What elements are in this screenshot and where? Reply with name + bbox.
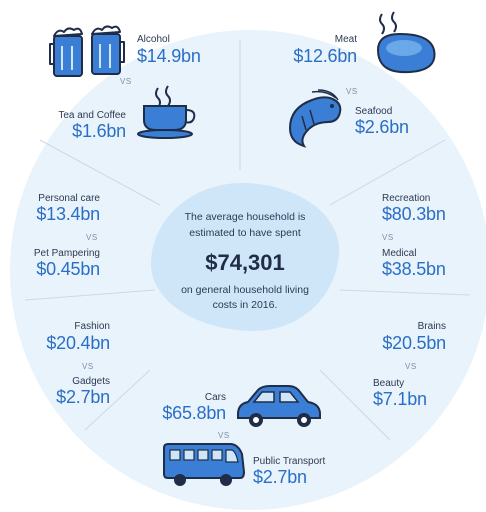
public-transport-label: Public Transport [253, 456, 326, 467]
divider-mid-left [24, 289, 156, 301]
fashion-label: Fashion [74, 321, 110, 332]
cars-value: $65.8bn [162, 403, 226, 423]
divider-mid-right [339, 289, 471, 296]
personal-care-value: $13.4bn [36, 204, 100, 224]
alcohol-value: $14.9bn [137, 46, 201, 66]
divider-lower-left [84, 369, 151, 431]
vs-personal-pet: VS [86, 233, 98, 242]
divider-upper-left [39, 139, 161, 206]
car-icon [237, 385, 321, 427]
brains-label: Brains [417, 321, 446, 332]
gadgets-value: $2.7bn [56, 387, 110, 407]
fashion-value: $20.4bn [46, 333, 110, 353]
pet-pampering-value: $0.45bn [36, 259, 100, 279]
beauty-label: Beauty [373, 378, 405, 389]
shrimp-icon [288, 89, 342, 148]
recreation-value: $80.3bn [382, 204, 446, 224]
medical-value: $38.5bn [382, 259, 446, 279]
center-line-3: on general household living [181, 284, 309, 296]
pet-pampering-label: Pet Pampering [33, 248, 100, 259]
seafood-value: $2.6bn [355, 117, 409, 137]
beer-mugs-icon [49, 25, 125, 77]
vs-cars-transport: VS [218, 431, 230, 440]
bus-icon [163, 443, 246, 486]
vs-recreation-medical: VS [382, 233, 394, 242]
vs-meat-seafood: VS [346, 87, 358, 96]
center-line-2: estimated to have spent [189, 227, 301, 239]
center-amount: $74,301 [205, 250, 285, 275]
cars-label: Cars [204, 392, 226, 403]
medical-label: Medical [382, 248, 417, 259]
center-line-4: costs in 2016. [212, 299, 278, 311]
tea-cup-icon [137, 85, 196, 139]
divider-lower-right [319, 369, 391, 441]
tea-coffee-value: $1.6bn [72, 121, 126, 141]
center-line-1: The average household is [184, 211, 306, 223]
alcohol-label: Alcohol [137, 34, 170, 45]
divider-upper-right [329, 139, 446, 206]
public-transport-value: $2.7bn [253, 467, 307, 487]
meat-label: Meat [334, 34, 357, 45]
steak-icon [376, 11, 436, 74]
meat-value: $12.6bn [293, 46, 357, 66]
recreation-label: Recreation [382, 193, 431, 204]
vs-brains-beauty: VS [405, 362, 417, 371]
gadgets-label: Gadgets [72, 376, 110, 387]
brains-value: $20.5bn [382, 333, 446, 353]
beauty-value: $7.1bn [373, 389, 427, 409]
center-blob [151, 183, 339, 331]
vs-alcohol-tea: VS [120, 77, 132, 86]
tea-coffee-label: Tea and Coffee [58, 110, 126, 121]
personal-care-label: Personal care [38, 193, 100, 204]
vs-fashion-gadgets: VS [82, 362, 94, 371]
seafood-label: Seafood [355, 106, 393, 117]
